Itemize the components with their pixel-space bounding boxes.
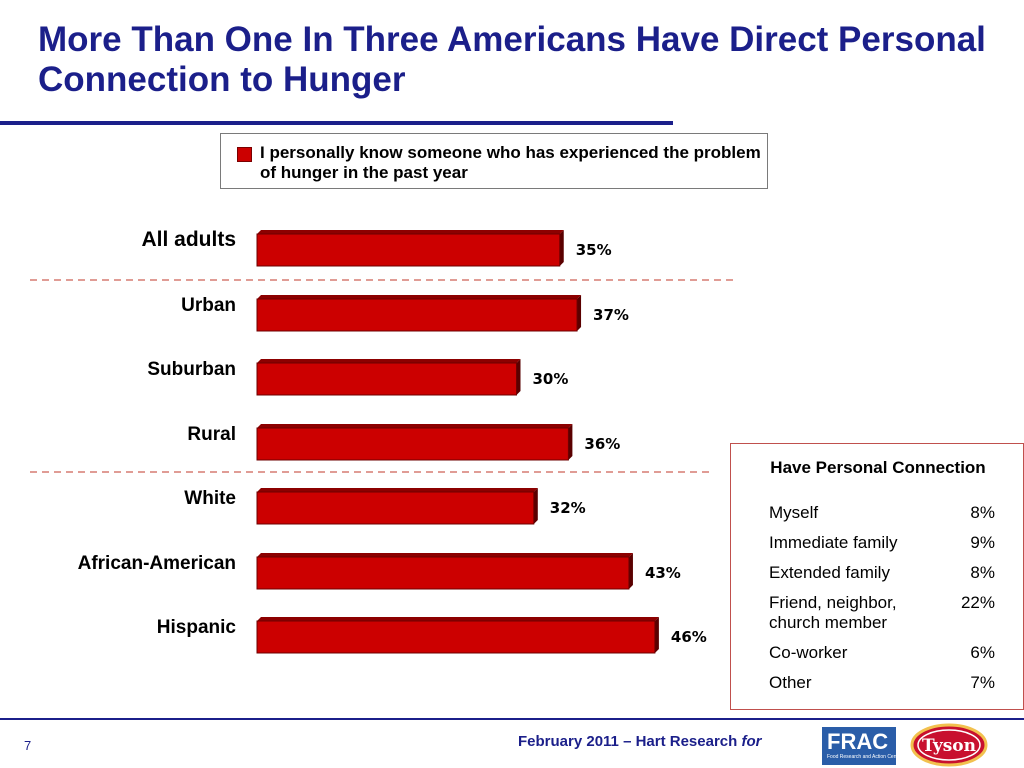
value-label: 37% <box>593 306 629 324</box>
frac-logo-text: FRAC <box>827 729 889 754</box>
bar-urban <box>256 298 578 332</box>
table-row-value: 8% <box>970 563 995 582</box>
category-label: Hispanic <box>157 617 237 638</box>
page-number: 7 <box>24 738 32 753</box>
table-row: Friend, neighbor, church member 22% <box>769 593 995 633</box>
bar-top <box>257 617 659 621</box>
category-label: Rural <box>187 424 236 445</box>
table-row-value: 7% <box>970 673 995 692</box>
bar-side <box>568 424 573 460</box>
page-title: More Than One In Three Americans Have Di… <box>38 20 986 99</box>
category-label: All adults <box>141 228 236 251</box>
category-label: White <box>184 488 236 509</box>
bar-all-adults <box>256 233 561 267</box>
bar-top <box>257 295 582 299</box>
legend-label: I personally know someone who has experi… <box>260 143 761 182</box>
footer-credit-for: for <box>741 733 762 750</box>
bar-top <box>257 230 564 234</box>
bar-top <box>257 424 573 428</box>
table-row-value: 6% <box>970 643 995 662</box>
svg-text:Tyson: Tyson <box>922 736 976 756</box>
footer-divider <box>0 718 1024 720</box>
table-row: Co-worker 6% <box>769 643 995 663</box>
bar-top <box>257 553 633 557</box>
personal-connection-table: Have Personal Connection Myself 8% Immedia… <box>730 443 1024 710</box>
table-row: Other 7% <box>769 673 995 693</box>
bar-top <box>257 359 521 363</box>
bar-side <box>654 617 659 653</box>
table-row-value: 9% <box>970 533 995 552</box>
title-divider <box>0 121 673 125</box>
table-row-label: Myself <box>769 503 819 522</box>
bar-side <box>516 359 521 395</box>
table-rows: Myself 8% Immediate family 9% Extended famil… <box>769 503 995 703</box>
table-title: Have Personal Connection <box>770 458 986 477</box>
frac-logo-subtext: Food Research and Action Center <box>827 754 903 760</box>
frac-logo: FRAC Food Research and Action Center <box>822 727 902 765</box>
value-label: 35% <box>576 241 612 259</box>
legend-swatch <box>237 147 252 162</box>
value-label: 30% <box>533 370 569 388</box>
bar-hispanic <box>256 620 656 654</box>
table-row: Myself 8% <box>769 503 995 523</box>
footer-credit: February 2011 – Hart Research for <box>518 733 761 750</box>
value-label: 36% <box>584 435 620 453</box>
chart-legend: I personally know someone who has experi… <box>220 133 768 189</box>
bar-side <box>628 553 633 589</box>
table-row-value: 8% <box>970 503 995 522</box>
category-label: African-American <box>78 553 236 574</box>
bar-side <box>533 488 538 524</box>
table-row-value: 22% <box>960 593 995 612</box>
table-row: Extended family 8% <box>769 563 995 583</box>
category-label: Urban <box>181 295 236 316</box>
bar-white <box>256 491 535 525</box>
category-label: Suburban <box>147 359 236 380</box>
bar-top <box>257 488 538 492</box>
value-label: 46% <box>671 628 707 646</box>
bar-suburban <box>256 362 517 396</box>
bar-side <box>577 295 582 331</box>
value-label: 32% <box>550 499 586 517</box>
footer-credit-text: February 2011 – Hart Research <box>518 733 738 750</box>
bar-african-american <box>256 556 630 590</box>
value-label: 43% <box>645 564 681 582</box>
bar-rural <box>256 427 569 461</box>
tyson-logo: Tyson <box>910 723 988 767</box>
bar-side <box>559 230 564 266</box>
table-row-label: Extended family <box>769 563 890 582</box>
table-row: Immediate family 9% <box>769 533 995 553</box>
table-row-label: Co-worker <box>769 643 848 662</box>
table-row-label: Immediate family <box>769 533 898 552</box>
table-row-label: Friend, neighbor, church member <box>769 593 897 632</box>
table-row-label: Other <box>769 673 812 692</box>
